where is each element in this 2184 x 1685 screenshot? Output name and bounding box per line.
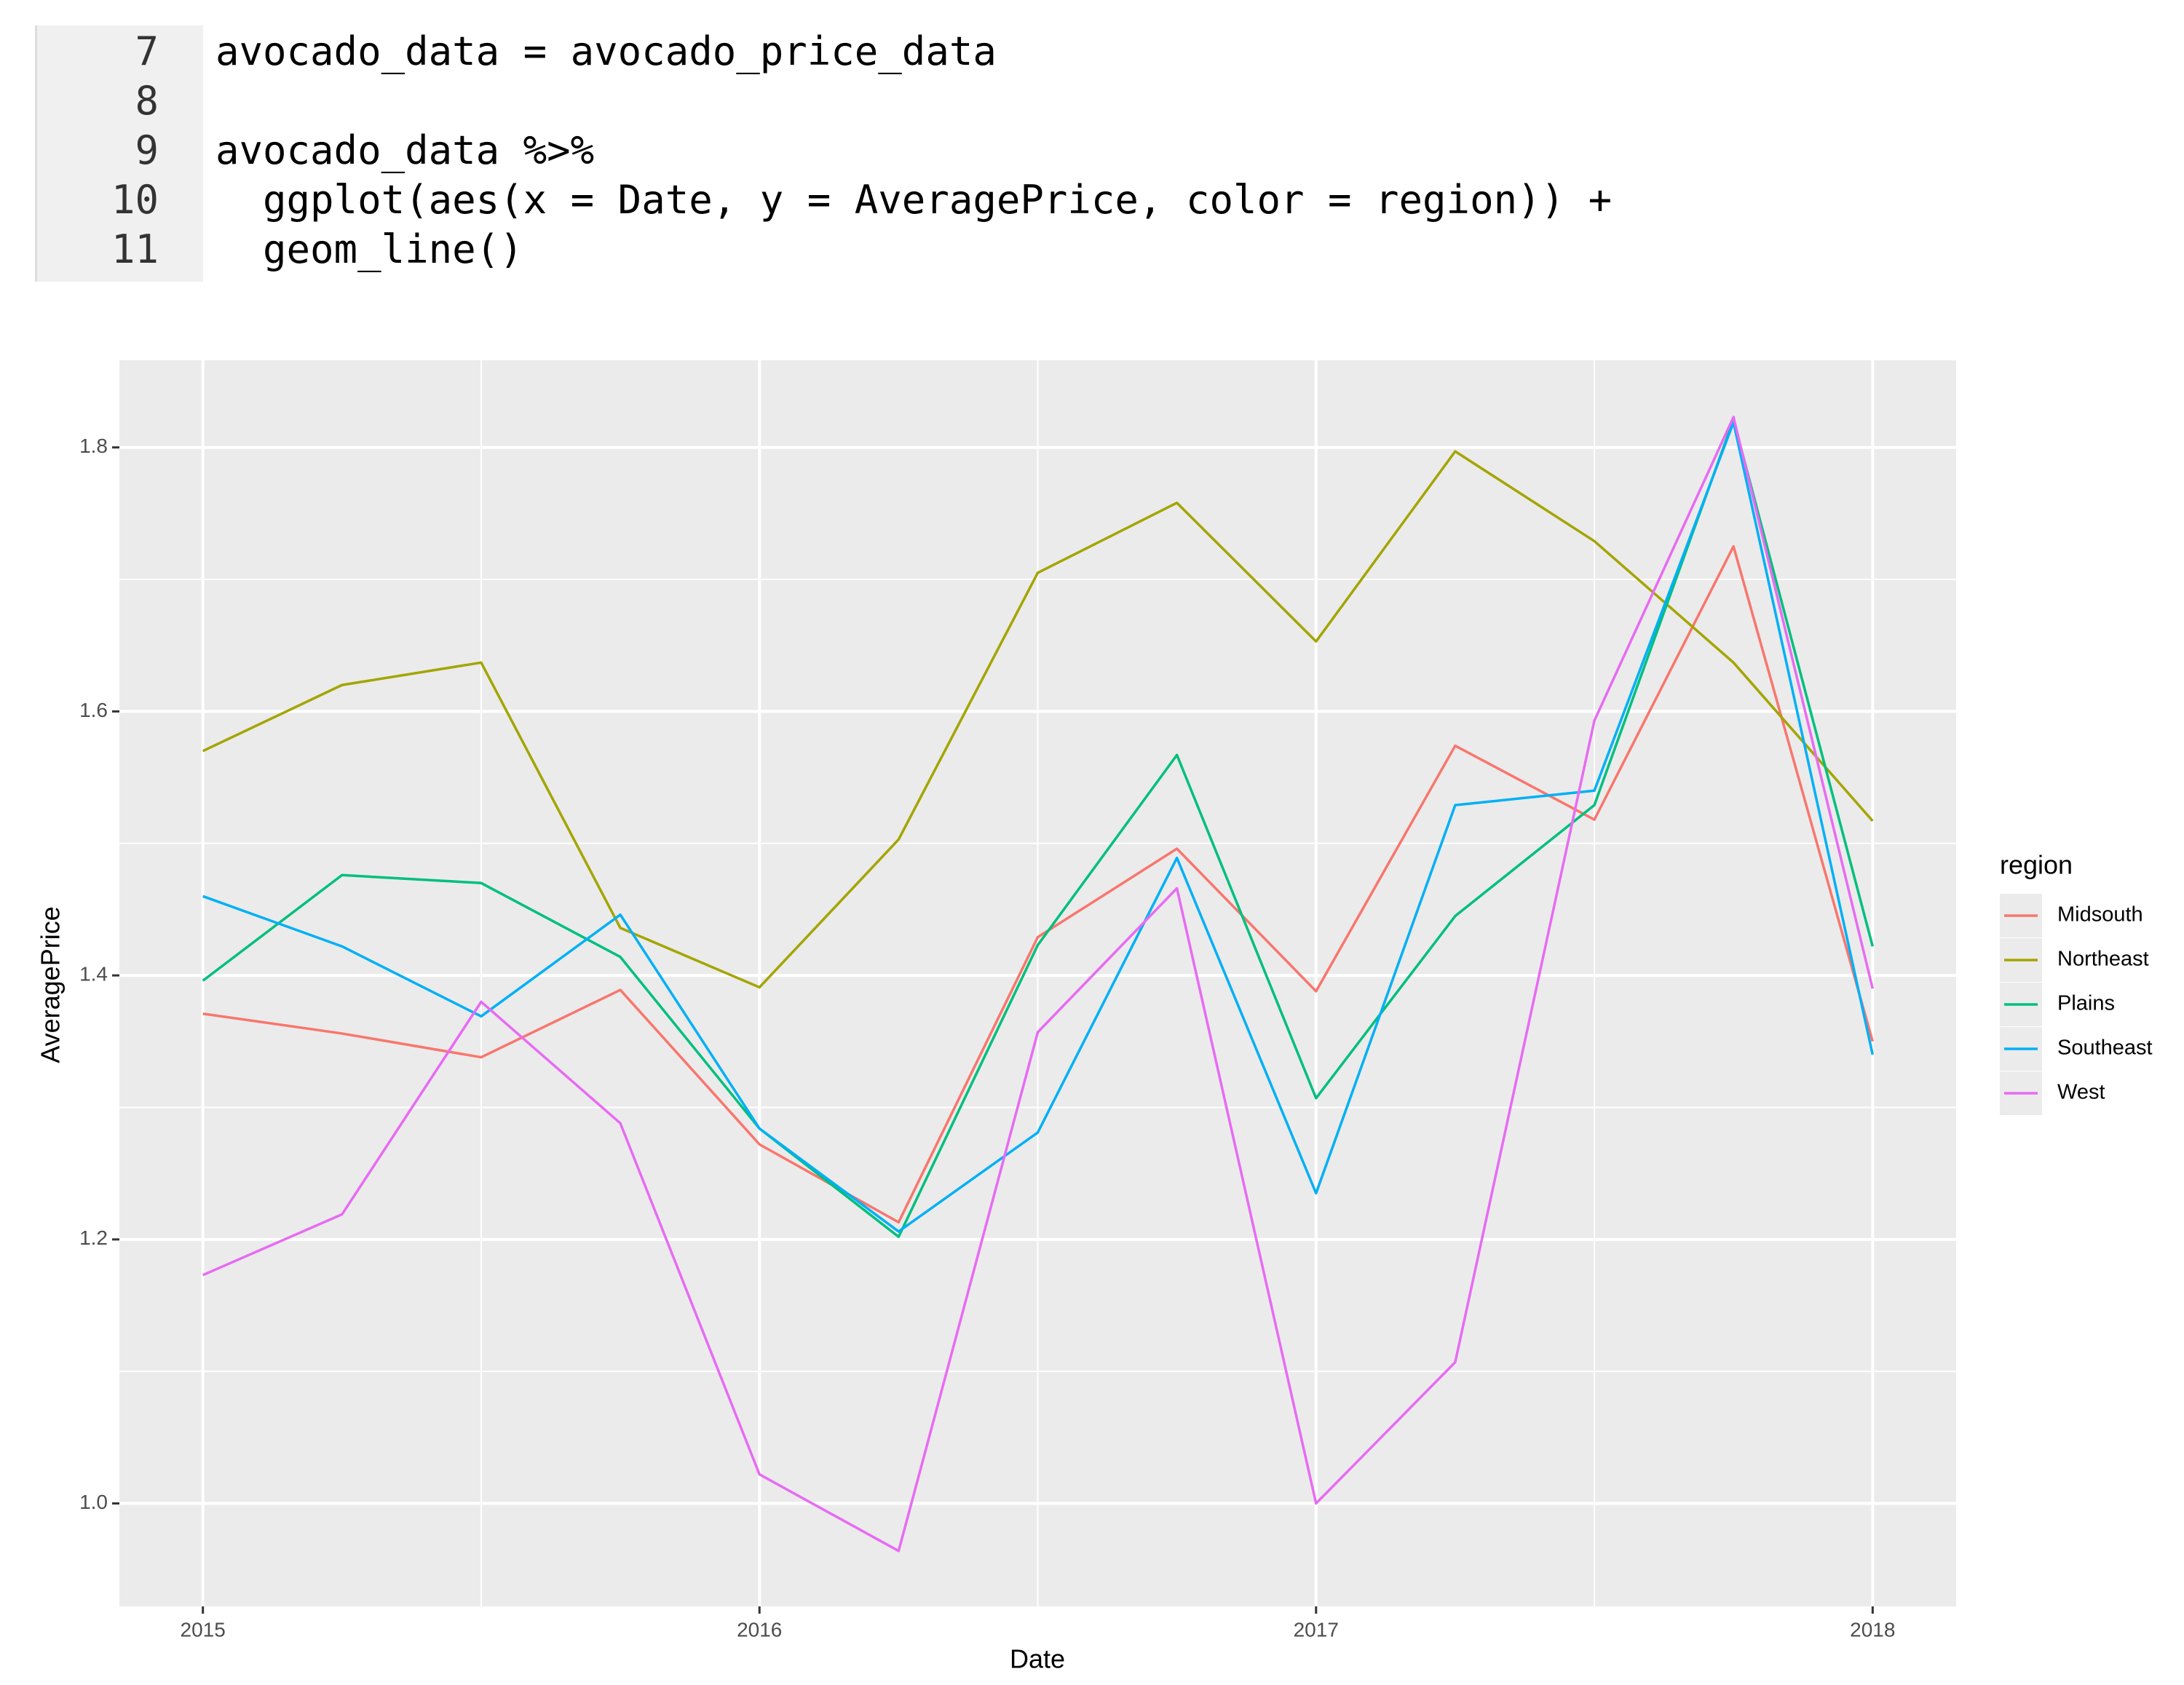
series-line — [202, 416, 1875, 1553]
y-tick-label: 1.0 — [79, 1491, 108, 1513]
series-line — [202, 544, 1875, 1224]
legend-label: Southeast — [2057, 1036, 2153, 1060]
y-axis-title: AveragePrice — [36, 906, 66, 1063]
x-axis-title: Date — [1010, 1644, 1065, 1674]
legend-label: West — [2057, 1081, 2105, 1104]
code-line: ggplot(aes(x = Date, y = AveragePrice, c… — [215, 177, 1613, 223]
x-tick-label: 2017 — [1294, 1618, 1339, 1641]
series-line — [202, 450, 1874, 989]
series-line — [202, 421, 1875, 1233]
legend-label: Plains — [2057, 992, 2115, 1015]
legend-title: region — [2000, 850, 2073, 880]
code-editor: 7 avocado_data = avocado_price_data 8 9 avoc… — [35, 25, 1782, 282]
code-line: avocado_data = avocado_price_data — [215, 28, 997, 74]
y-tick-label: 1.6 — [79, 699, 108, 721]
line-number: 11 — [111, 226, 159, 272]
legend-label: Northeast — [2057, 948, 2149, 971]
gutter — [35, 25, 203, 282]
code-line: avocado_data %>% — [215, 127, 595, 173]
line-number: 7 — [135, 28, 159, 74]
x-tick-label: 2018 — [1850, 1618, 1895, 1641]
line-number: 9 — [135, 127, 159, 173]
line-number: 10 — [111, 177, 159, 223]
x-tick-label: 2015 — [181, 1618, 226, 1641]
y-tick-label: 1.8 — [79, 435, 108, 457]
y-tick-label: 1.4 — [79, 963, 108, 986]
series-line — [202, 418, 1875, 1238]
y-tick-label: 1.2 — [79, 1226, 108, 1249]
x-tick-label: 2016 — [737, 1618, 782, 1641]
legend-label: Midsouth — [2057, 903, 2143, 927]
line-number: 8 — [135, 78, 159, 124]
code-line: geom_line() — [215, 226, 523, 272]
